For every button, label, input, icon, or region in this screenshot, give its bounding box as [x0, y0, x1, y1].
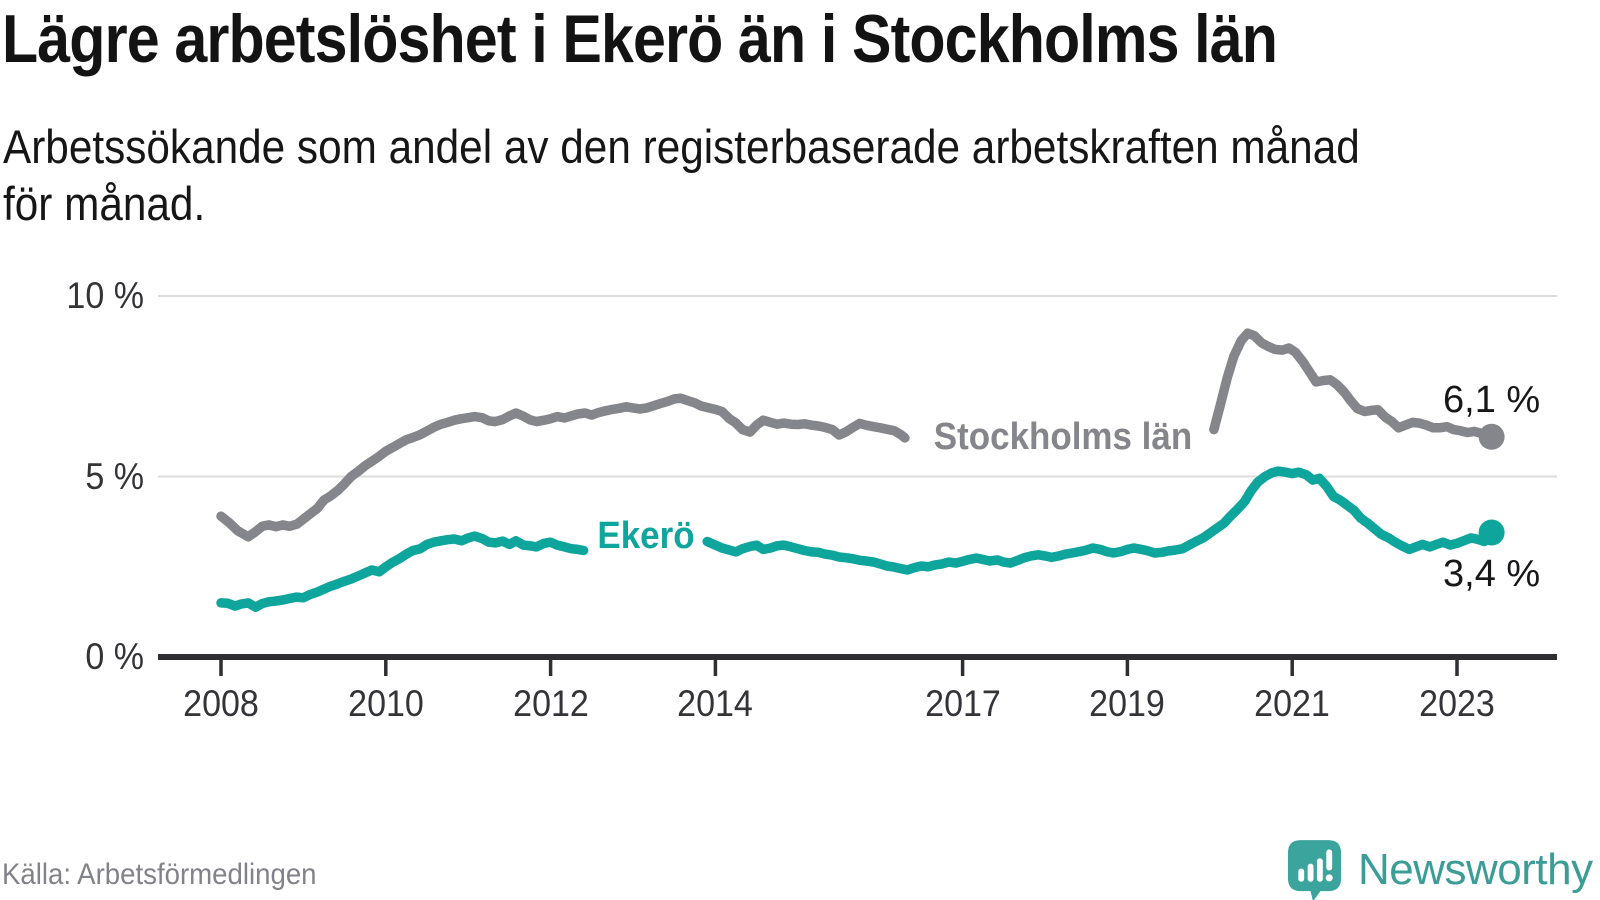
source-note: Källa: Arbetsförmedlingen [2, 858, 317, 891]
series-line-ekero-seg1 [216, 531, 589, 612]
end-dot-ekero [1478, 519, 1505, 546]
subtitle-line-2: för månad. [3, 177, 206, 230]
end-dot-stockholms-lan [1478, 423, 1505, 450]
newsworthy-wordmark: Newsworthy [1358, 845, 1593, 894]
series-line-ekero-seg2 [702, 466, 1497, 575]
newsworthy-bubble-icon [1288, 840, 1341, 900]
page-subtitle: Arbetssökande som andel av den registerb… [3, 118, 1360, 232]
newsworthy-logo: Newsworthy [1288, 840, 1593, 900]
subtitle-line-1: Arbetssökande som andel av den registerb… [3, 120, 1360, 173]
series-line-stockholms-lan-seg1 [216, 393, 910, 542]
page-title: Lägre arbetslöshet i Ekerö än i Stockhol… [2, 1, 1278, 77]
series-line-stockholms-lan-seg2 [1209, 328, 1497, 442]
